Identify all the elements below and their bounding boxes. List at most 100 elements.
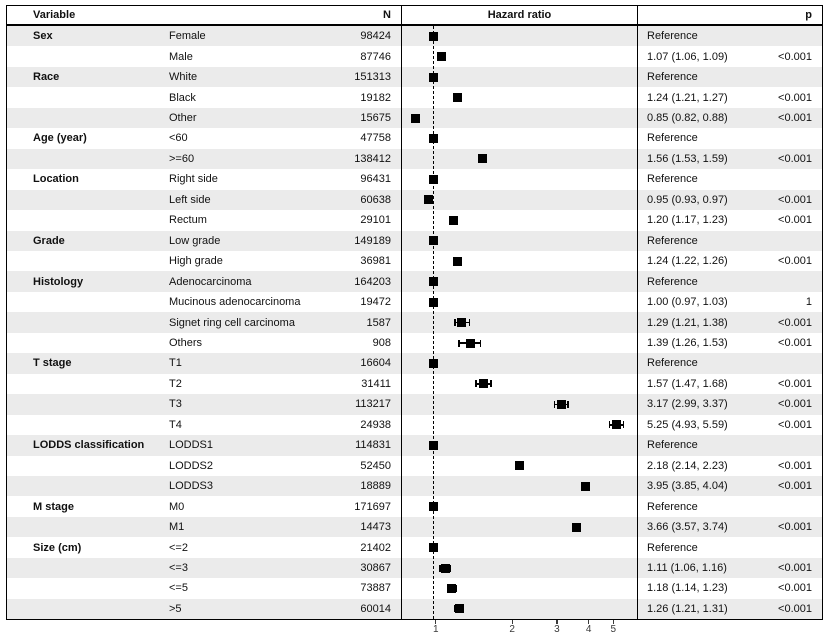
hr-ci-text: 5.25 (4.93, 5.59) <box>647 418 728 431</box>
table-row: Grade Low grade 149189 Reference <box>7 230 822 251</box>
axis-tick-label: 3 <box>554 624 560 635</box>
hr-plot-cell <box>401 332 638 354</box>
p-value: <0.001 <box>778 255 812 268</box>
subgroup-label: Right side <box>169 173 218 186</box>
hr-marker <box>452 93 462 103</box>
hr-marker <box>423 195 433 205</box>
axis-tick <box>612 620 614 624</box>
subgroup-label: Mucinous adenocarcinoma <box>169 296 301 309</box>
hr-plot-cell <box>401 250 638 272</box>
n-value: 16604 <box>360 357 391 370</box>
hr-marker <box>429 174 439 184</box>
ci-whisker-cap <box>479 339 482 347</box>
hr-marker <box>515 461 525 471</box>
hr-plot-cell <box>401 271 638 292</box>
hr-plot-cell <box>401 26 638 47</box>
p-value: <0.001 <box>778 418 812 431</box>
table-row: Size (cm) <=2 21402 Reference <box>7 537 822 558</box>
hr-ci-text: Reference <box>647 30 698 43</box>
hr-plot-cell <box>401 557 638 579</box>
n-value: 30867 <box>360 562 391 574</box>
table-row: Mucinous adenocarcinoma 19472 1.00 (0.97… <box>7 291 822 313</box>
hr-ci-text: 0.85 (0.82, 0.88) <box>647 112 728 125</box>
table-row: High grade 36981 1.24 (1.22, 1.26) <0.00… <box>7 250 822 272</box>
p-value: <0.001 <box>778 152 812 165</box>
group-label: Sex <box>33 30 53 43</box>
hr-plot-cell <box>401 291 638 313</box>
header-right-panel: p <box>638 9 822 21</box>
subgroup-label: LODDS2 <box>169 459 214 472</box>
table-row: LODDS classification LODDS1 114831 Refer… <box>7 435 822 456</box>
subgroup-label: T4 <box>169 418 182 431</box>
hr-plot-cell <box>401 455 638 476</box>
hr-ci-text: Reference <box>647 173 698 186</box>
ci-whisker-cap <box>439 564 441 572</box>
n-value: 171697 <box>354 500 391 513</box>
n-value: 19472 <box>360 296 391 309</box>
subgroup-label: LODDS1 <box>169 439 214 452</box>
subgroup-label: Adenocarcinoma <box>169 275 252 288</box>
subgroup-label: LODDS3 <box>169 480 214 493</box>
subgroup-label: High grade <box>169 255 223 268</box>
hr-plot-cell <box>401 394 638 415</box>
hr-marker <box>429 72 439 82</box>
subgroup-label: <=3 <box>169 562 188 574</box>
table-row: M stage M0 171697 Reference <box>7 496 822 517</box>
n-value: 52450 <box>360 459 391 472</box>
hr-marker <box>452 256 462 266</box>
hr-marker <box>429 358 439 368</box>
x-axis: 1 2 3 4 5 <box>404 620 637 636</box>
hr-marker <box>429 543 439 553</box>
table-row: >5 60014 1.26 (1.21, 1.31) <0.001 <box>7 598 822 620</box>
p-value: 1 <box>805 296 812 309</box>
table-row: T2 31411 1.57 (1.47, 1.68) <0.001 <box>7 373 822 395</box>
n-value: 1587 <box>366 316 391 329</box>
hr-plot-cell <box>401 210 638 231</box>
hr-plot-cell <box>401 373 638 395</box>
ci-whisker-cap <box>454 319 456 327</box>
hr-marker <box>411 113 421 123</box>
n-value: 138412 <box>354 152 391 165</box>
subgroup-label: T2 <box>169 377 182 390</box>
ci-whisker-cap <box>608 421 611 429</box>
p-value: <0.001 <box>778 562 812 574</box>
subgroup-label: Others <box>169 337 203 350</box>
hr-plot-cell <box>401 107 638 129</box>
subgroup-label: White <box>169 71 198 84</box>
n-value: 98424 <box>360 30 391 43</box>
hr-marker <box>465 338 475 348</box>
hr-plot-cell <box>401 66 638 88</box>
p-value: <0.001 <box>778 480 812 493</box>
hr-plot-cell <box>401 475 638 497</box>
hr-marker <box>454 604 464 614</box>
subgroup-label: T3 <box>169 398 182 411</box>
hr-ci-text: 1.24 (1.21, 1.27) <box>647 91 728 104</box>
subgroup-label: Left side <box>169 193 211 206</box>
hr-plot-cell <box>401 169 638 190</box>
p-value: <0.001 <box>778 521 812 534</box>
hr-marker <box>429 277 439 287</box>
hr-plot-cell <box>401 516 638 538</box>
subgroup-label: Black <box>169 91 196 104</box>
table-row: Rectum 29101 1.20 (1.17, 1.23) <0.001 <box>7 210 822 231</box>
hr-marker <box>429 133 439 143</box>
hr-plot-cell <box>401 312 638 333</box>
group-label: M stage <box>33 500 74 513</box>
column-header-hazard-ratio: Hazard ratio <box>401 6 638 24</box>
group-label: Location <box>33 173 79 186</box>
table-row: Black 19182 1.24 (1.21, 1.27) <0.001 <box>7 87 822 108</box>
p-value: <0.001 <box>778 193 812 206</box>
table-row: Male 87746 1.07 (1.06, 1.09) <0.001 <box>7 46 822 67</box>
subgroup-label: Low grade <box>169 234 221 247</box>
n-value: 14473 <box>360 521 391 534</box>
subgroup-label: Other <box>169 112 197 125</box>
n-value: 60014 <box>360 602 391 615</box>
hr-ci-text: Reference <box>647 541 698 554</box>
n-value: 151313 <box>354 71 391 84</box>
hr-ci-text: 1.57 (1.47, 1.68) <box>647 377 728 390</box>
table-row: Location Right side 96431 Reference <box>7 169 822 190</box>
n-value: 19182 <box>360 91 391 104</box>
p-value: <0.001 <box>778 112 812 125</box>
n-value: 87746 <box>360 50 391 63</box>
